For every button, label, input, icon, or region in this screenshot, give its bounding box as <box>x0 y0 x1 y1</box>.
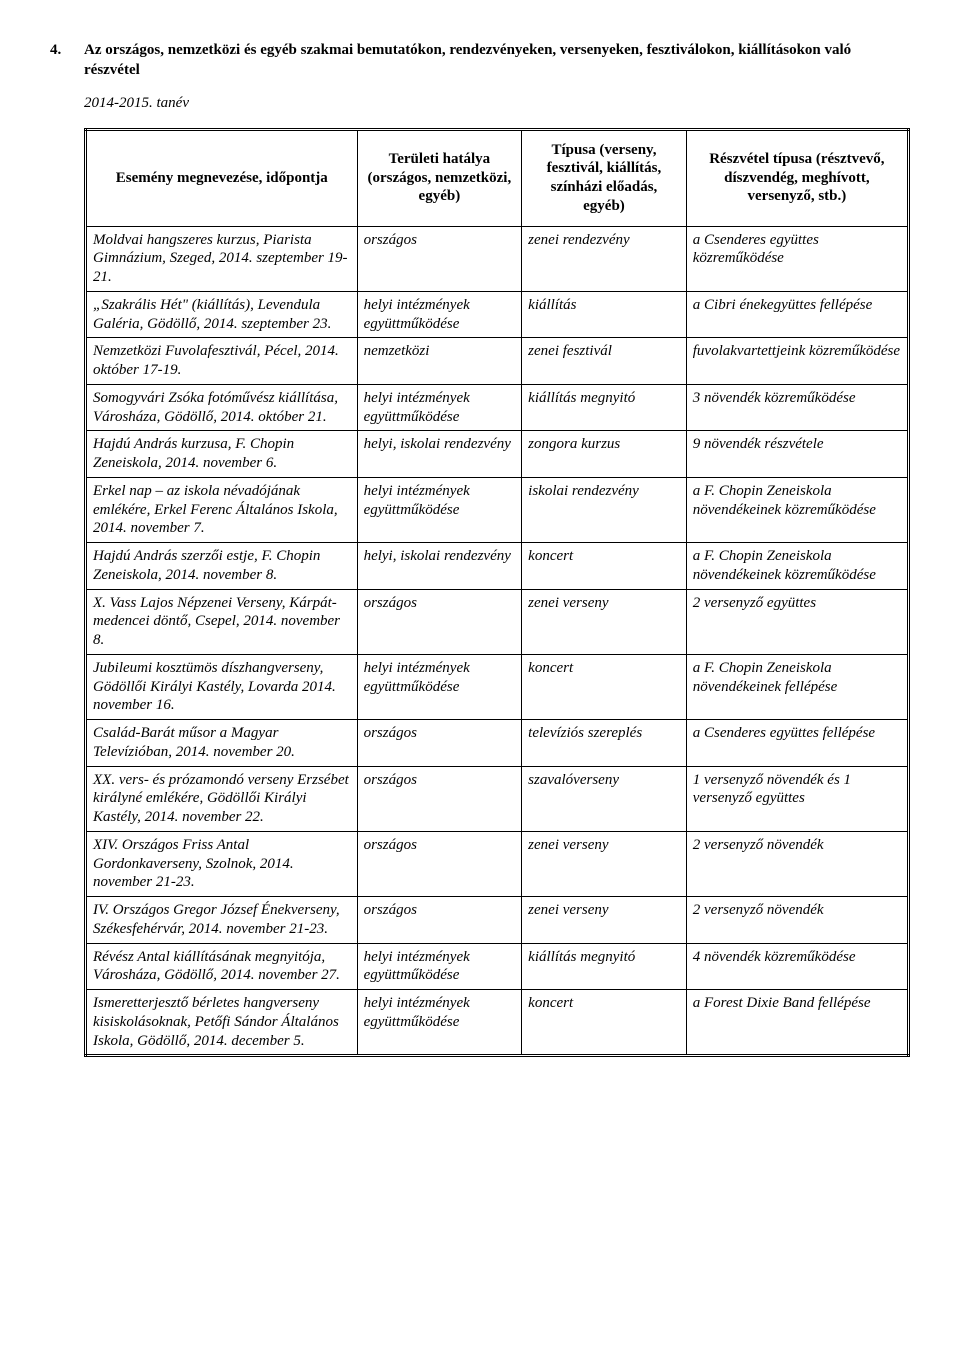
table-cell: X. Vass Lajos Népzenei Verseny, Kárpát-m… <box>86 589 358 654</box>
section-number: 4. <box>50 40 84 81</box>
table-cell: zongora kurzus <box>522 431 687 478</box>
table-row: Erkel nap – az iskola névadójának emléké… <box>86 477 909 542</box>
table-row: IV. Országos Gregor József Énekverseny, … <box>86 897 909 944</box>
table-cell: szavalóverseny <box>522 766 687 831</box>
table-cell: Hajdú András kurzusa, F. Chopin Zeneisko… <box>86 431 358 478</box>
table-cell: zenei verseny <box>522 897 687 944</box>
table-row: Nemzetközi Fuvolafesztivál, Pécel, 2014.… <box>86 338 909 385</box>
table-cell: helyi intézmények együttműködése <box>357 291 522 338</box>
table-cell: televíziós szereplés <box>522 720 687 767</box>
table-cell: Erkel nap – az iskola névadójának emléké… <box>86 477 358 542</box>
table-cell: helyi intézmények együttműködése <box>357 384 522 431</box>
table-cell: helyi intézmények együttműködése <box>357 477 522 542</box>
table-cell: XX. vers- és prózamondó verseny Erzsébet… <box>86 766 358 831</box>
table-cell: országos <box>357 766 522 831</box>
table-body: Moldvai hangszeres kurzus, Piarista Gimn… <box>86 226 909 1056</box>
table-row: Somogyvári Zsóka fotóművész kiállítása, … <box>86 384 909 431</box>
table-cell: zenei rendezvény <box>522 226 687 291</box>
table-cell: kiállítás megnyitó <box>522 943 687 990</box>
table-cell: országos <box>357 897 522 944</box>
table-cell: országos <box>357 226 522 291</box>
table-header-row: Esemény megnevezése, időpontja Területi … <box>86 129 909 226</box>
table-row: Révész Antal kiállításának megnyitója, V… <box>86 943 909 990</box>
table-cell: XIV. Országos Friss Antal Gordonkaversen… <box>86 831 358 896</box>
table-cell: a Csenderes együttes fellépése <box>686 720 908 767</box>
events-table: Esemény megnevezése, időpontja Területi … <box>84 128 910 1058</box>
section-title: Az országos, nemzetközi és egyéb szakmai… <box>84 40 910 81</box>
table-cell: iskolai rendezvény <box>522 477 687 542</box>
col-participation: Részvétel típusa (résztvevő, díszvendég,… <box>686 129 908 226</box>
table-cell: 2 versenyző növendék <box>686 897 908 944</box>
table-row: Hajdú András szerzői estje, F. Chopin Ze… <box>86 543 909 590</box>
table-cell: országos <box>357 831 522 896</box>
table-cell: a F. Chopin Zeneiskola növendékeinek köz… <box>686 477 908 542</box>
table-cell: 2 versenyző növendék <box>686 831 908 896</box>
table-row: Ismeretterjesztő bérletes hangverseny ki… <box>86 990 909 1056</box>
table-cell: zenei verseny <box>522 831 687 896</box>
table-cell: Jubileumi kosztümös díszhangverseny, Göd… <box>86 654 358 719</box>
table-cell: helyi intézmények együttműködése <box>357 943 522 990</box>
table-cell: kiállítás <box>522 291 687 338</box>
table-cell: a F. Chopin Zeneiskola növendékeinek köz… <box>686 543 908 590</box>
table-cell: nemzetközi <box>357 338 522 385</box>
table-cell: Nemzetközi Fuvolafesztivál, Pécel, 2014.… <box>86 338 358 385</box>
table-cell: Révész Antal kiállításának megnyitója, V… <box>86 943 358 990</box>
table-row: XIV. Országos Friss Antal Gordonkaversen… <box>86 831 909 896</box>
table-row: X. Vass Lajos Népzenei Verseny, Kárpát-m… <box>86 589 909 654</box>
table-cell: zenei fesztivál <box>522 338 687 385</box>
table-cell: helyi intézmények együttműködése <box>357 654 522 719</box>
table-cell: koncert <box>522 990 687 1056</box>
table-cell: 4 növendék közreműködése <box>686 943 908 990</box>
table-cell: koncert <box>522 654 687 719</box>
table-cell: kiállítás megnyitó <box>522 384 687 431</box>
col-type: Típusa (verseny, fesztivál, kiállítás, s… <box>522 129 687 226</box>
table-cell: Család-Barát műsor a Magyar Televízióban… <box>86 720 358 767</box>
table-cell: a F. Chopin Zeneiskola növendékeinek fel… <box>686 654 908 719</box>
table-cell: Moldvai hangszeres kurzus, Piarista Gimn… <box>86 226 358 291</box>
table-cell: 3 növendék közreműködése <box>686 384 908 431</box>
table-cell: 9 növendék részvétele <box>686 431 908 478</box>
table-cell: Hajdú András szerzői estje, F. Chopin Ze… <box>86 543 358 590</box>
table-cell: országos <box>357 720 522 767</box>
table-row: Család-Barát műsor a Magyar Televízióban… <box>86 720 909 767</box>
table-cell: koncert <box>522 543 687 590</box>
table-cell: fuvolakvartettjeink közreműködése <box>686 338 908 385</box>
table-row: Jubileumi kosztümös díszhangverseny, Göd… <box>86 654 909 719</box>
table-cell: a Csenderes együttes közreműködése <box>686 226 908 291</box>
table-cell: Ismeretterjesztő bérletes hangverseny ki… <box>86 990 358 1056</box>
col-scope: Területi hatálya (országos, nemzetközi, … <box>357 129 522 226</box>
section-heading: 4. Az országos, nemzetközi és egyéb szak… <box>50 40 910 81</box>
table-cell: zenei verseny <box>522 589 687 654</box>
table-cell: országos <box>357 589 522 654</box>
col-event: Esemény megnevezése, időpontja <box>86 129 358 226</box>
table-cell: helyi, iskolai rendezvény <box>357 543 522 590</box>
table-row: Moldvai hangszeres kurzus, Piarista Gimn… <box>86 226 909 291</box>
table-cell: helyi intézmények együttműködése <box>357 990 522 1056</box>
table-row: XX. vers- és prózamondó verseny Erzsébet… <box>86 766 909 831</box>
academic-year: 2014-2015. tanév <box>84 95 910 112</box>
table-cell: Somogyvári Zsóka fotóművész kiállítása, … <box>86 384 358 431</box>
table-cell: a Cibri énekegyüttes fellépése <box>686 291 908 338</box>
table-row: „Szakrális Hét" (kiállítás), Levendula G… <box>86 291 909 338</box>
table-cell: „Szakrális Hét" (kiállítás), Levendula G… <box>86 291 358 338</box>
table-row: Hajdú András kurzusa, F. Chopin Zeneisko… <box>86 431 909 478</box>
table-cell: IV. Országos Gregor József Énekverseny, … <box>86 897 358 944</box>
table-cell: a Forest Dixie Band fellépése <box>686 990 908 1056</box>
table-cell: 1 versenyző növendék és 1 versenyző együ… <box>686 766 908 831</box>
table-cell: helyi, iskolai rendezvény <box>357 431 522 478</box>
table-cell: 2 versenyző együttes <box>686 589 908 654</box>
